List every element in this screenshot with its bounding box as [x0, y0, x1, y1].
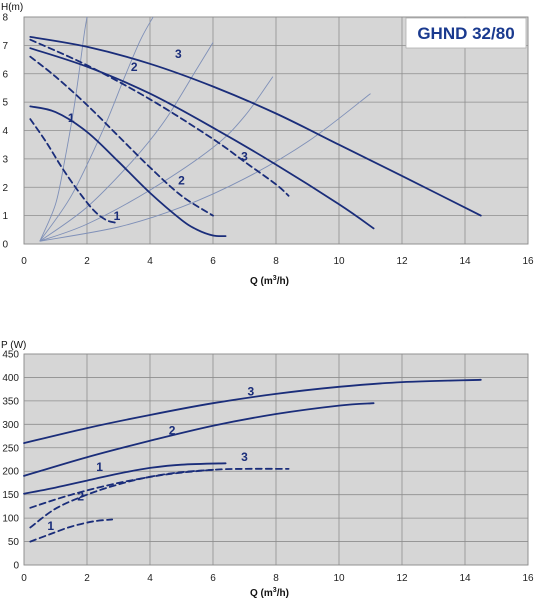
- curve-label: 3: [175, 47, 182, 61]
- chart-title: GHND 32/80: [417, 24, 514, 43]
- x-tick-label: 12: [396, 256, 408, 267]
- series-line-1-dashed: [29, 518, 114, 543]
- head-x-ticks: 0 2 4 6 8 10 12 14 16: [21, 256, 534, 267]
- y-tick-label: 0: [2, 240, 8, 251]
- head-y-ticks: 0 1 2 3 4 5 6 7 8: [2, 13, 8, 251]
- power-y-ticks: 0 50 100 150 200 250 300 350 400 450: [2, 350, 19, 572]
- series-line-1-solid: [23, 462, 227, 495]
- series-line-1-dashed: [29, 118, 117, 224]
- x-tick-label: 10: [333, 573, 345, 584]
- y-tick-label: 400: [2, 373, 19, 384]
- x-tick-label: 0: [21, 256, 27, 267]
- power-y-axis-label: P (W): [1, 340, 26, 351]
- power-curve-labels: 1 1 2 2 3 3: [47, 384, 254, 533]
- y-tick-label: 200: [2, 467, 19, 478]
- power-x-axis-label: Q (m3/h): [250, 587, 289, 599]
- y-tick-label: 150: [2, 490, 19, 501]
- title-box: [405, 17, 527, 49]
- curve-label: 1: [47, 519, 54, 533]
- x-tick-label: 2: [84, 573, 90, 584]
- curve-label: 3: [241, 450, 248, 464]
- series-line-3-solid: [23, 378, 482, 444]
- series-line-3-solid: [29, 36, 482, 217]
- curve-label: 2: [131, 60, 138, 74]
- y-tick-label: 4: [2, 126, 8, 137]
- y-tick-label: 7: [2, 41, 8, 52]
- x-tick-label: 0: [21, 573, 27, 584]
- curve-label: 2: [178, 173, 185, 187]
- head-x-axis-label: Q (m3/h): [250, 275, 289, 287]
- system-curve: [39, 16, 88, 242]
- system-curve: [39, 42, 214, 242]
- x-tick-label: 14: [459, 256, 471, 267]
- series-line-2-dashed: [29, 55, 214, 217]
- x-tick-label: 8: [273, 573, 279, 584]
- y-tick-label: 450: [2, 350, 19, 361]
- curve-label: 1: [68, 111, 75, 125]
- y-tick-label: 5: [2, 98, 8, 109]
- y-tick-label: 6: [2, 69, 8, 80]
- head-curve-labels: 1 1 2 2 3 3: [68, 47, 248, 223]
- curve-label: 1: [114, 209, 121, 223]
- head-series: [29, 36, 482, 238]
- head-y-axis-label: H(m): [1, 2, 23, 13]
- y-tick-label: 250: [2, 443, 19, 454]
- system-curve: [39, 16, 154, 242]
- curve-label: 1: [96, 460, 103, 474]
- series-line-2-solid: [23, 402, 375, 477]
- head-grid: [23, 16, 529, 245]
- power-grid: [23, 353, 529, 566]
- x-tick-label: 2: [84, 256, 90, 267]
- x-tick-label: 12: [396, 573, 408, 584]
- y-tick-label: 50: [8, 537, 20, 548]
- x-tick-label: 16: [522, 573, 534, 584]
- x-tick-label: 10: [333, 256, 345, 267]
- power-series: [23, 378, 482, 543]
- x-tick-label: 6: [210, 573, 216, 584]
- y-tick-label: 1: [2, 211, 8, 222]
- y-tick-label: 8: [2, 13, 8, 24]
- curve-label: 3: [241, 149, 248, 163]
- y-tick-label: 300: [2, 420, 19, 431]
- series-line-2-solid: [29, 47, 375, 230]
- power-x-ticks: 0 2 4 6 8 10 12 14 16: [21, 573, 534, 584]
- curve-label: 3: [247, 384, 254, 398]
- y-tick-label: 100: [2, 514, 19, 525]
- series-line-3-dashed: [29, 38, 290, 197]
- y-tick-label: 350: [2, 396, 19, 407]
- system-curve: [39, 76, 274, 242]
- x-tick-label: 4: [147, 573, 153, 584]
- x-tick-label: 4: [147, 256, 153, 267]
- y-tick-label: 2: [2, 183, 8, 194]
- y-tick-label: 0: [13, 561, 19, 572]
- x-tick-label: 8: [273, 256, 279, 267]
- y-tick-label: 3: [2, 154, 8, 165]
- x-tick-label: 14: [459, 573, 471, 584]
- curve-label: 2: [169, 424, 176, 438]
- system-curve: [39, 93, 371, 242]
- x-tick-label: 6: [210, 256, 216, 267]
- x-tick-label: 16: [522, 256, 534, 267]
- head-system-curves: [39, 16, 371, 242]
- series-line-1-solid: [29, 105, 227, 238]
- series-line-3-dashed: [29, 467, 290, 509]
- curve-label: 2: [77, 489, 84, 503]
